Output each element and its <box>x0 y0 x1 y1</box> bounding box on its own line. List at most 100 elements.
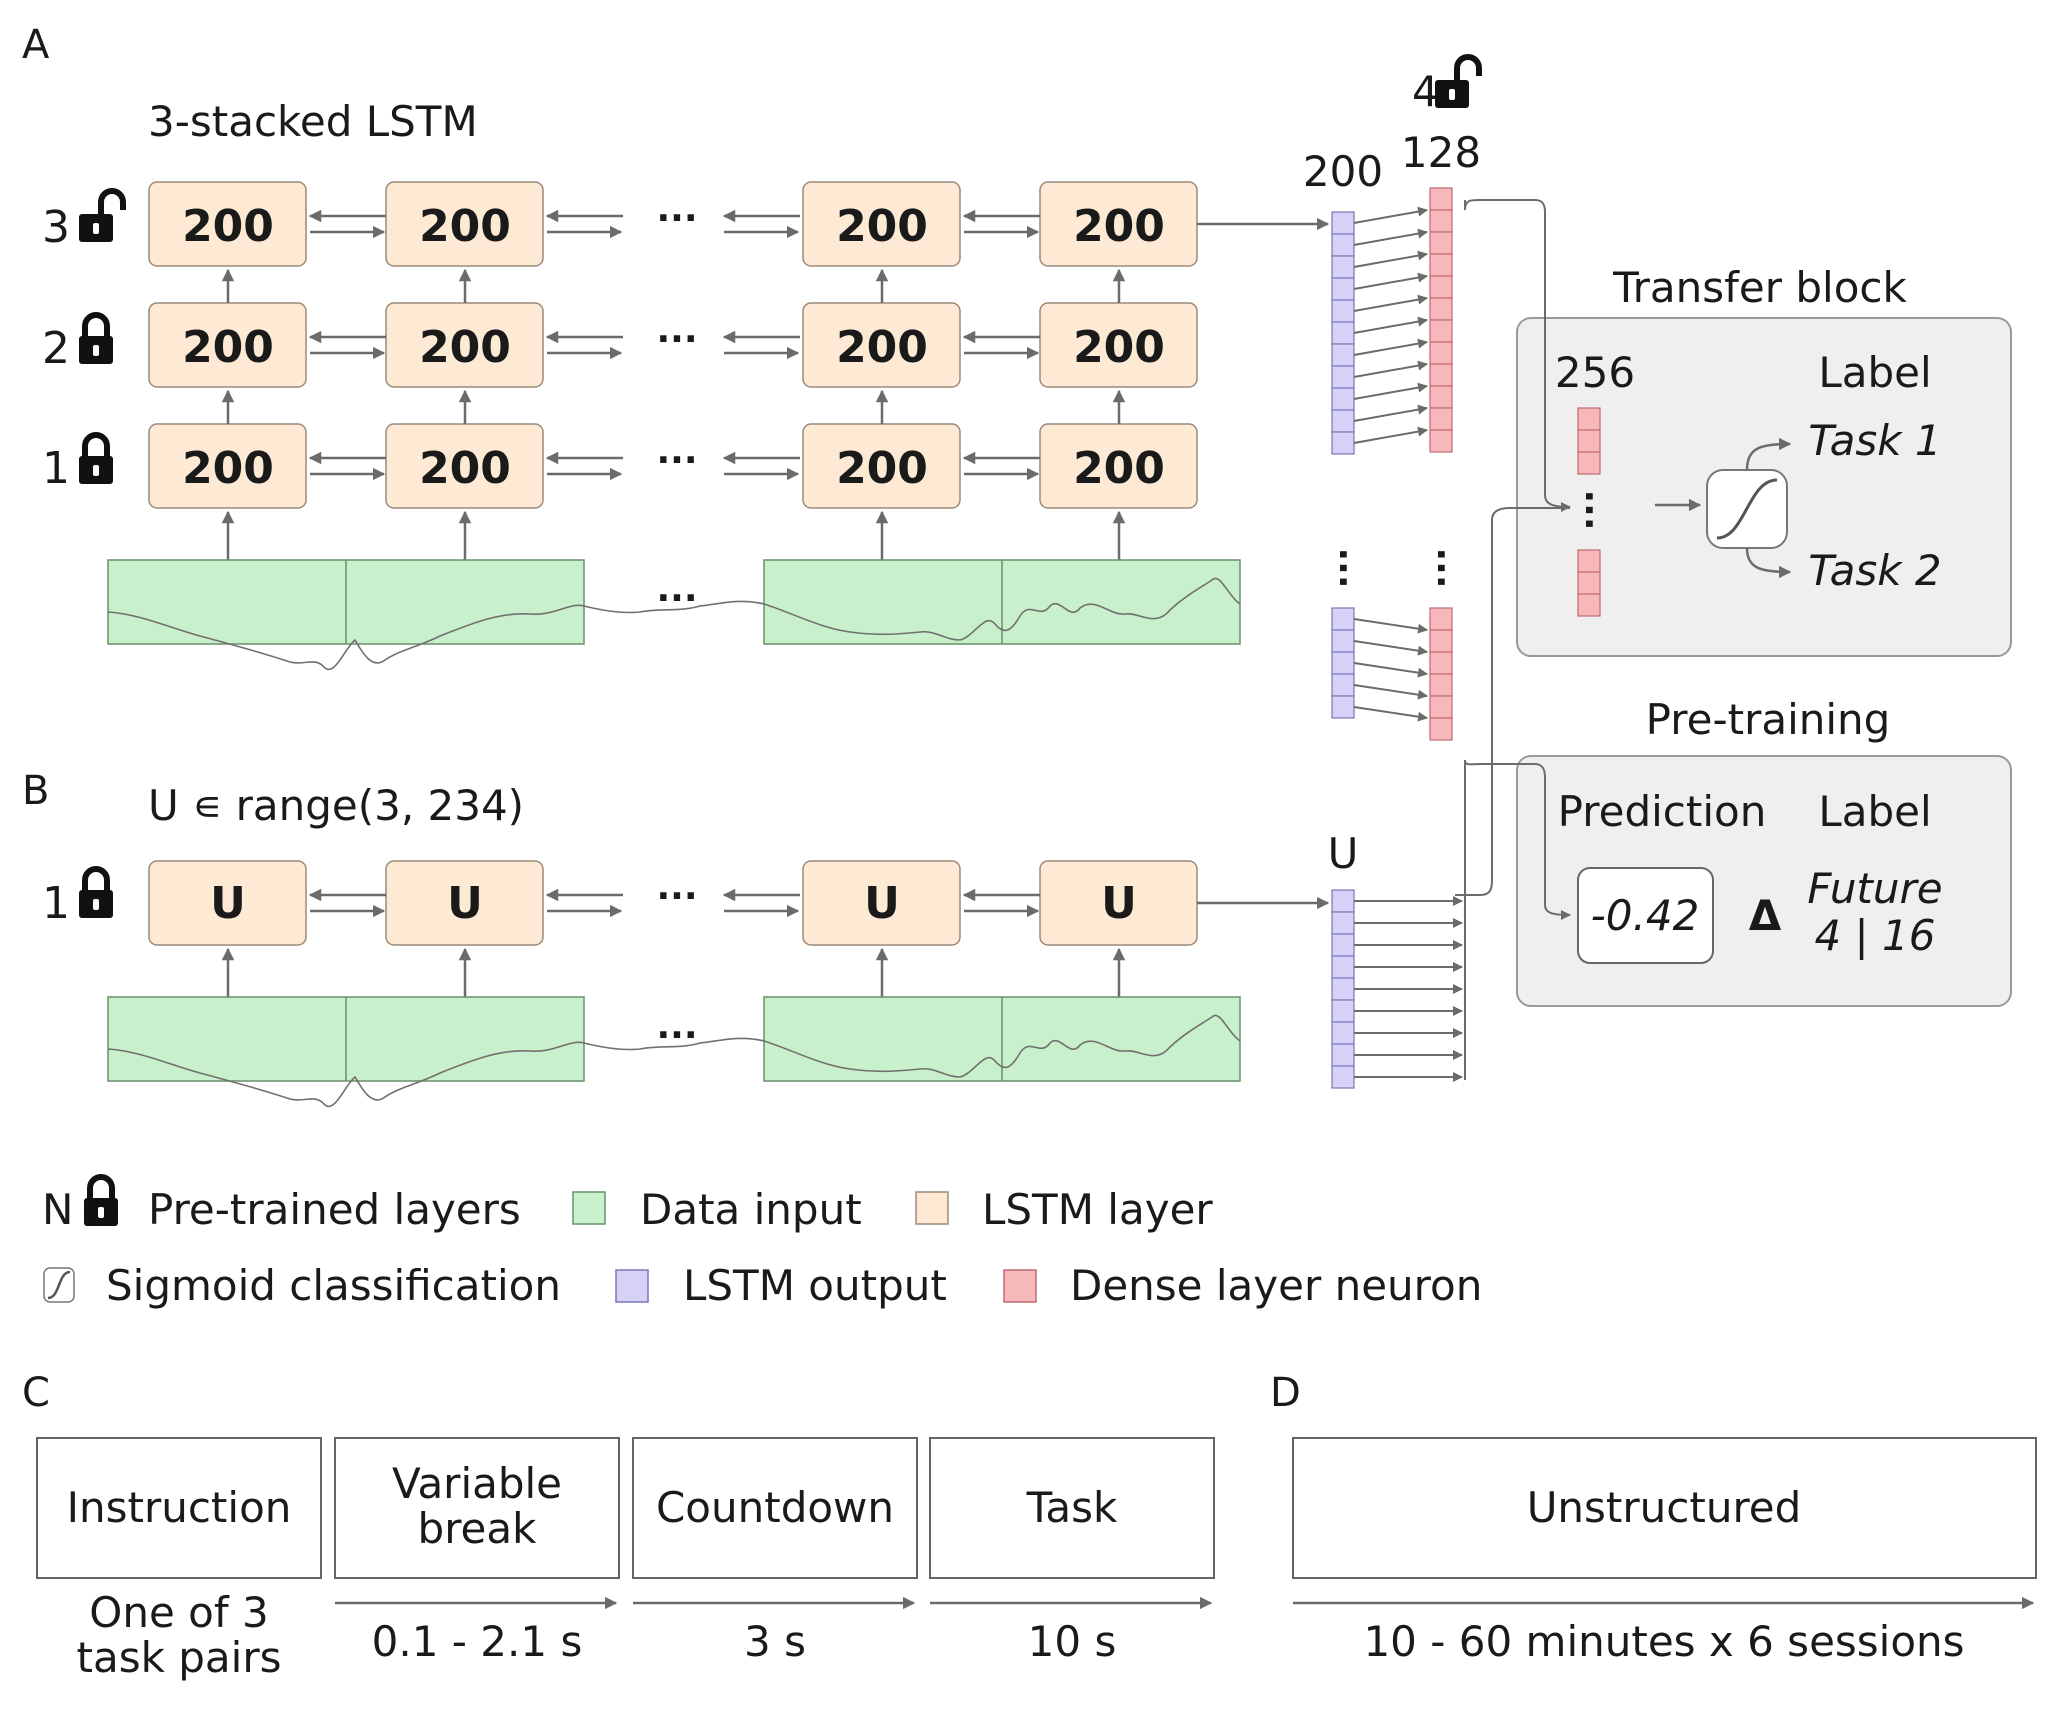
lstm-cell-label: 200 <box>419 322 511 373</box>
task-duration: 10 s <box>1028 1617 1117 1666</box>
lstm-cell <box>802 181 961 267</box>
lstm-output-neuron <box>1331 211 1355 235</box>
legend-lstm-output-swatch <box>615 1269 649 1303</box>
bidirectional-arrows-a <box>221 209 1330 560</box>
dense-neuron <box>1429 629 1453 653</box>
vertical-ellipsis: ··· <box>1420 547 1461 588</box>
dense-layer-column-a <box>1429 187 1453 741</box>
legend-lstm-layer: LSTM layer <box>982 1185 1213 1234</box>
ellipsis: ··· <box>656 198 697 239</box>
dense-neuron <box>1429 607 1453 631</box>
lstm-output-neuron <box>1331 629 1355 653</box>
dense-neuron <box>1577 571 1601 595</box>
locked-padlock-icon <box>79 315 113 364</box>
panel-d-timeline: Unstructured 10 - 60 minutes x 6 session… <box>1292 1437 2037 1666</box>
pretraining-label-header: Label <box>1818 787 1931 836</box>
lstm-output-neuron <box>1331 233 1355 257</box>
routing-wires <box>1455 199 1571 1080</box>
prediction-header: Prediction <box>1558 787 1767 836</box>
connection-line <box>1353 706 1428 722</box>
dense-layer-number: 4 <box>1412 67 1439 116</box>
connection-line <box>1353 206 1428 224</box>
dense-layer-size: 128 <box>1401 128 1481 177</box>
lstm-output-neuron <box>1331 1065 1355 1089</box>
dense-neuron <box>1429 695 1453 719</box>
connection-line <box>1353 228 1428 246</box>
legend-data-input-swatch <box>572 1191 606 1225</box>
lstm-output-neuron <box>1331 299 1355 323</box>
connection-line <box>1353 272 1428 290</box>
legend-n-symbol: N <box>42 1185 73 1234</box>
unlocked-padlock-icon <box>79 191 123 242</box>
countdown-box <box>632 1437 918 1579</box>
panel-b-title: U ∊ range(3, 234) <box>148 781 524 830</box>
dense-neuron <box>1429 717 1453 741</box>
dense-neuron <box>1429 429 1453 453</box>
dense-neuron <box>1577 407 1601 431</box>
pretraining-title: Pre-training <box>1646 695 1891 744</box>
break-duration: 0.1 - 2.1 s <box>372 1617 583 1666</box>
dense-neuron <box>1429 275 1453 299</box>
ellipsis: ··· <box>656 1015 697 1056</box>
panel-b-label: B <box>22 768 49 814</box>
lstm-output-neuron <box>1331 911 1355 935</box>
instruction-note-line1: One of 3 <box>89 1588 268 1637</box>
connection-line <box>1353 618 1428 634</box>
legend: N Pre-trained layers Data input LSTM lay… <box>42 1177 1482 1310</box>
sigmoid-icon <box>1706 469 1788 549</box>
dense-neuron <box>1577 429 1601 453</box>
dense-neuron <box>1429 319 1453 343</box>
lstm-cell-label: 200 <box>1073 443 1165 494</box>
lstm-output-neuron <box>1331 977 1355 1001</box>
panel-d-label: D <box>1270 1370 1301 1416</box>
legend-dense: Dense layer neuron <box>1070 1261 1482 1310</box>
connection-line <box>1353 640 1428 656</box>
unstructured-label: Unstructured <box>1527 1483 1802 1532</box>
legend-pretrained: Pre-trained layers <box>148 1185 521 1234</box>
prediction-value: -0.42 <box>1591 891 1700 940</box>
layer-1-number-b: 1 <box>42 878 70 929</box>
dense-neuron <box>1429 407 1453 431</box>
lstm-cell <box>148 181 307 267</box>
lstm-cell-label: U <box>864 878 900 929</box>
lstm-cell-label: U <box>210 878 246 929</box>
legend-lstm-output: LSTM output <box>683 1261 947 1310</box>
dense-neuron <box>1577 549 1601 573</box>
future-label-line1: Future <box>1807 864 1942 913</box>
lstm-cell-label: 200 <box>836 443 928 494</box>
connection-line <box>1353 338 1428 356</box>
ellipsis: ··· <box>656 578 697 619</box>
countdown-duration: 3 s <box>744 1617 806 1666</box>
connection-line <box>1353 684 1428 700</box>
legend-dense-swatch <box>1003 1269 1037 1303</box>
lstm-row-b: U U U U ··· <box>148 860 1330 997</box>
sigmoid-icon <box>43 1267 75 1303</box>
locked-padlock-icon <box>84 1177 118 1226</box>
connection-line <box>1353 360 1428 378</box>
lstm-cell <box>802 860 961 946</box>
countdown-label: Countdown <box>656 1483 894 1532</box>
unlocked-padlock-icon <box>1435 57 1479 108</box>
dense-neuron <box>1429 673 1453 697</box>
dense-neuron <box>1429 363 1453 387</box>
lstm-output-neuron <box>1331 255 1355 279</box>
lstm-output-neuron <box>1331 955 1355 979</box>
connection-line <box>1353 426 1428 444</box>
lstm-output-neuron <box>1331 431 1355 455</box>
data-input-a: ··· <box>107 559 1241 671</box>
legend-sigmoid: Sigmoid classification <box>106 1261 561 1310</box>
lstm-cell <box>385 181 544 267</box>
lstm-cell-label: 200 <box>419 201 511 252</box>
lstm-output-neuron <box>1331 695 1355 719</box>
dense-neuron <box>1429 231 1453 255</box>
panel-a-title: 3-stacked LSTM <box>148 97 478 146</box>
task-1-label: Task 1 <box>1808 416 1941 465</box>
lstm-cell <box>148 860 307 946</box>
lstm-output-neuron <box>1331 1021 1355 1045</box>
dense-neuron <box>1577 451 1601 475</box>
lstm-output-size: 200 <box>1303 147 1383 196</box>
lstm-output-neuron <box>1331 673 1355 697</box>
dense-neuron <box>1429 297 1453 321</box>
lstm-output-neuron <box>1331 387 1355 411</box>
